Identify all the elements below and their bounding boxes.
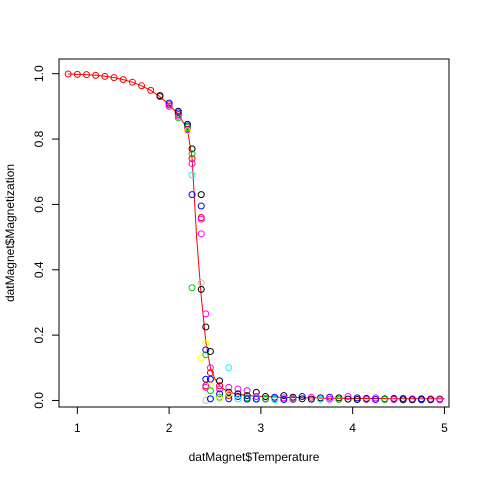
y-axis: 0.0 0.2 0.4 0.6 0.8 1.0 xyxy=(32,65,59,409)
y-tick-label: 0.4 xyxy=(32,261,46,278)
y-tick-label: 0.8 xyxy=(32,130,46,147)
y-axis-label: datMagnet$Magnetization xyxy=(3,164,17,302)
x-axis-label: datMagnet$Temperature xyxy=(189,450,320,464)
data-points-layer xyxy=(65,71,443,403)
y-tick-label: 0.2 xyxy=(32,326,46,343)
x-tick-label: 2 xyxy=(166,421,173,435)
x-tick-label: 3 xyxy=(258,421,265,435)
plot-box xyxy=(59,59,449,407)
data-point xyxy=(198,231,204,237)
data-point xyxy=(198,192,204,198)
y-tick-label: 1.0 xyxy=(32,65,46,82)
x-axis: 1 2 3 4 5 xyxy=(74,407,448,435)
x-tick-label: 1 xyxy=(74,421,81,435)
data-point xyxy=(203,324,209,330)
data-point xyxy=(207,376,213,382)
data-point xyxy=(189,285,195,291)
data-point xyxy=(203,311,209,317)
y-tick-label: 0.0 xyxy=(32,392,46,409)
data-point xyxy=(198,280,204,286)
x-tick-label: 4 xyxy=(349,421,356,435)
y-tick-label: 0.6 xyxy=(32,196,46,213)
data-point xyxy=(226,365,232,371)
data-point xyxy=(189,172,195,178)
mean-curve-layer xyxy=(68,74,444,399)
x-tick-label: 5 xyxy=(441,421,448,435)
data-point xyxy=(198,203,204,209)
mean-curve-line xyxy=(68,74,444,399)
